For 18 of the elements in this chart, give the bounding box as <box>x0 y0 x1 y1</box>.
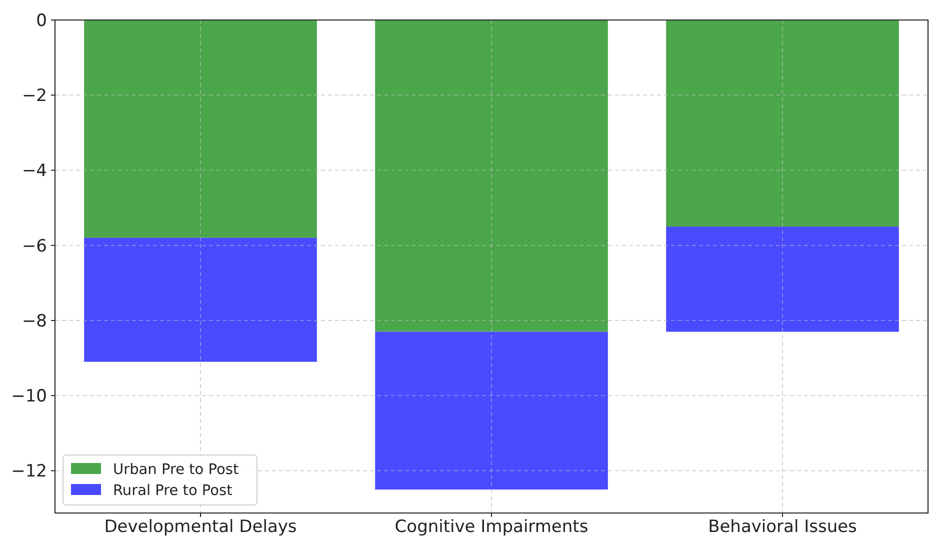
x-tick-label: Behavioral Issues <box>708 517 858 536</box>
x-tick-label: Developmental Delays <box>104 517 297 536</box>
bar <box>666 226 899 332</box>
bar <box>375 332 608 490</box>
bar <box>666 20 899 227</box>
y-tick-label: 0 <box>36 10 47 31</box>
legend-label: Rural Pre to Post <box>113 483 233 500</box>
y-tick-label: −8 <box>22 311 47 332</box>
y-tick-label: −10 <box>11 386 47 407</box>
y-tick-label: −12 <box>11 462 47 482</box>
y-tick-label: −6 <box>22 236 47 256</box>
y-tick-label: −2 <box>22 86 47 106</box>
bar <box>375 20 608 332</box>
y-tick-label: −4 <box>22 161 47 182</box>
bar <box>84 20 317 238</box>
legend-label: Urban Pre to Post <box>113 462 239 478</box>
bar <box>84 238 317 362</box>
x-tick-label: Cognitive Impairments <box>394 517 588 536</box>
